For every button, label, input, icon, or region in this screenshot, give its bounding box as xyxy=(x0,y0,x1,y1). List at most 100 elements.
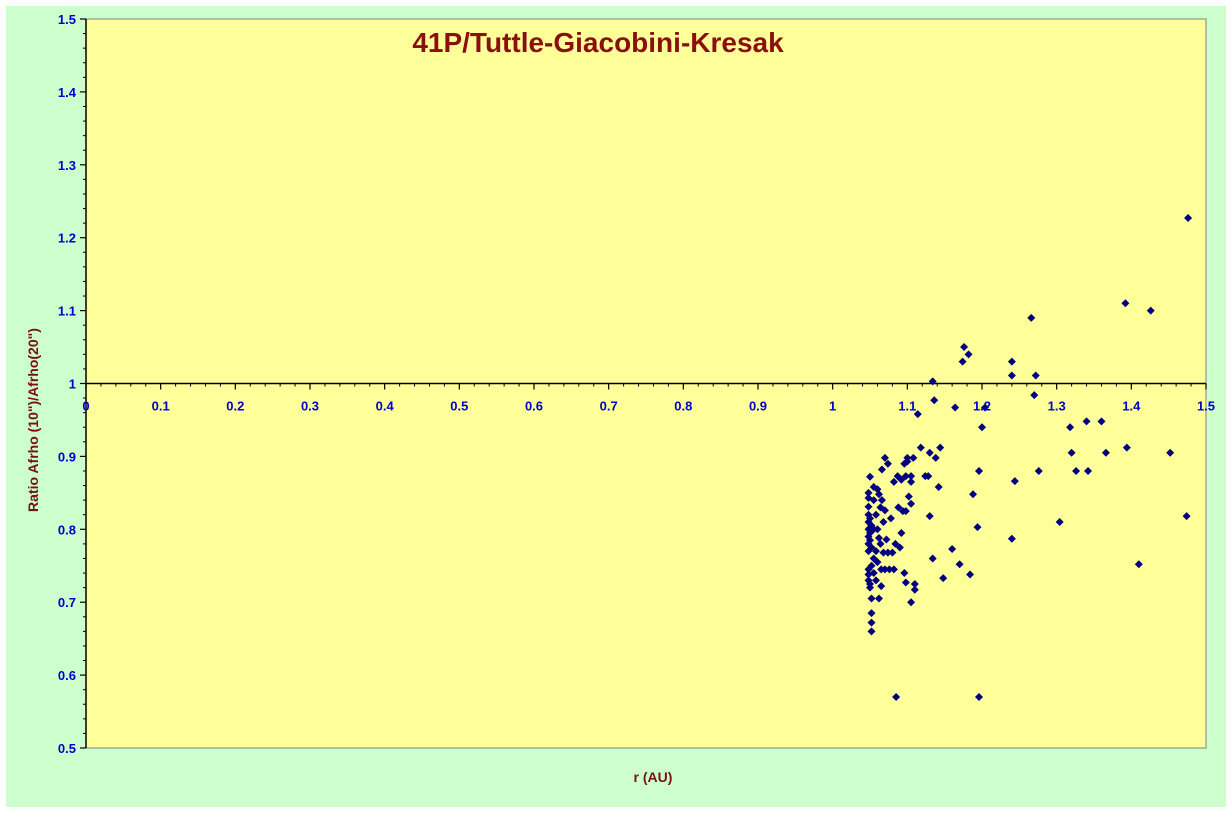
data-point xyxy=(873,558,882,567)
data-point xyxy=(882,535,891,544)
x-tick-label: 1.3 xyxy=(1048,399,1066,414)
x-tick-label: 1.1 xyxy=(898,399,916,414)
data-point xyxy=(907,499,916,508)
data-point xyxy=(897,475,906,484)
data-point xyxy=(866,583,874,592)
data-point xyxy=(1034,466,1043,475)
data-point xyxy=(907,472,916,481)
data-point xyxy=(867,561,876,570)
data-point xyxy=(924,472,933,481)
data-point xyxy=(879,518,888,527)
data-point xyxy=(1084,466,1093,475)
data-point xyxy=(913,410,922,419)
data-point xyxy=(964,350,973,359)
data-point xyxy=(873,525,882,534)
data-point xyxy=(871,576,880,585)
data-point xyxy=(900,569,909,578)
data-point xyxy=(879,548,888,557)
data-point xyxy=(867,594,876,603)
chart-title: 41P/Tuttle-Giacobini-Kresak xyxy=(412,27,784,58)
data-point xyxy=(877,465,886,474)
data-point xyxy=(955,560,964,569)
data-point xyxy=(910,579,919,588)
data-point xyxy=(907,598,916,607)
data-point xyxy=(966,570,975,579)
data-point xyxy=(1055,518,1064,527)
y-tick-label: 0.5 xyxy=(58,741,76,756)
y-tick-label: 0.9 xyxy=(58,449,76,464)
data-point xyxy=(960,343,969,352)
data-point xyxy=(877,582,886,591)
data-point xyxy=(928,377,937,386)
x-tick-label: 0.8 xyxy=(674,399,692,414)
data-point xyxy=(1166,448,1175,457)
data-point xyxy=(904,492,913,501)
data-point xyxy=(1082,417,1091,426)
y-tick-label: 1.1 xyxy=(58,304,76,319)
data-point xyxy=(931,453,940,462)
data-point xyxy=(916,443,925,452)
data-point xyxy=(864,488,873,497)
x-tick-label: 0.1 xyxy=(152,399,170,414)
y-tick-label: 1.5 xyxy=(58,12,76,27)
data-point xyxy=(869,569,878,578)
y-tick-label: 0.6 xyxy=(58,668,76,683)
data-point xyxy=(958,357,967,366)
data-point xyxy=(880,565,889,574)
data-point xyxy=(909,453,918,462)
data-point xyxy=(869,496,878,505)
data-point xyxy=(973,523,982,532)
data-point xyxy=(1097,417,1106,426)
data-point xyxy=(901,507,910,516)
data-point xyxy=(1101,448,1110,457)
x-tick-label: 0.7 xyxy=(600,399,618,414)
data-point xyxy=(866,472,874,481)
y-tick-label: 0.7 xyxy=(58,595,76,610)
data-point xyxy=(885,565,894,574)
y-tick-label: 1.2 xyxy=(58,231,76,246)
data-point xyxy=(980,403,989,412)
data-point xyxy=(891,539,900,548)
data-point xyxy=(886,514,895,523)
data-point xyxy=(897,528,906,537)
data-point xyxy=(1121,299,1130,308)
data-point xyxy=(1030,391,1039,400)
data-point xyxy=(1122,443,1131,452)
x-tick-label: 1.5 xyxy=(1197,399,1215,414)
data-point xyxy=(969,490,978,499)
data-point xyxy=(1031,371,1040,380)
data-point xyxy=(866,536,874,545)
data-point xyxy=(883,459,892,468)
x-tick-label: 0.6 xyxy=(525,399,543,414)
data-point xyxy=(936,443,945,452)
data-point xyxy=(975,692,984,701)
x-axis-title: r (AU) xyxy=(634,769,673,785)
data-point xyxy=(864,502,873,511)
data-point xyxy=(930,396,939,405)
data-point xyxy=(867,627,876,636)
data-point xyxy=(866,514,874,523)
data-point xyxy=(889,565,898,574)
data-point xyxy=(874,490,883,499)
data-point xyxy=(867,543,876,552)
data-point xyxy=(880,506,889,515)
x-tick-label: 0.3 xyxy=(301,399,319,414)
data-point xyxy=(1072,466,1081,475)
data-point xyxy=(1182,512,1191,521)
data-point xyxy=(975,466,984,475)
y-tick-label: 1.3 xyxy=(58,158,76,173)
data-point xyxy=(894,503,903,512)
data-point xyxy=(1066,423,1075,432)
x-tick-label: 1 xyxy=(829,399,836,414)
data-point xyxy=(910,585,919,594)
x-tick-label: 1.2 xyxy=(973,399,991,414)
x-tick-label: 0.2 xyxy=(226,399,244,414)
data-point xyxy=(978,423,986,432)
data-point xyxy=(895,543,904,552)
data-point xyxy=(907,477,916,486)
data-point xyxy=(1007,357,1016,366)
data-point xyxy=(928,554,937,563)
y-axis-title: Ratio Afrho (10")/Afrho(20") xyxy=(25,328,41,512)
data-point xyxy=(1134,560,1143,569)
